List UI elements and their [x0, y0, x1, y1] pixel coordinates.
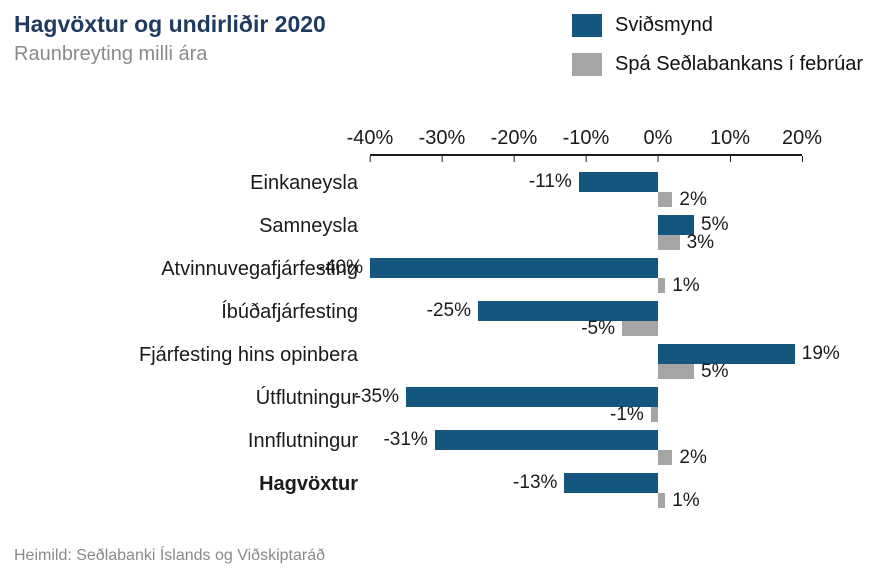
- value-label: -5%: [581, 318, 615, 339]
- value-label: 3%: [686, 232, 715, 253]
- legend-label: Spá Seðlabankans í febrúar: [615, 53, 863, 75]
- axis-tick-mark: [585, 156, 587, 162]
- category-label: Atvinnuvegafjárfesting: [161, 258, 358, 280]
- axis-tick-mark: [513, 156, 515, 162]
- chart-row: Atvinnuvegafjárfesting -40% 1%: [14, 256, 867, 299]
- x-axis: -40% -30% -20% -10% 0% 10% 20%: [347, 126, 822, 162]
- value-label: -1%: [610, 404, 644, 425]
- bar-series-1: [657, 493, 666, 508]
- chart-row: Einkaneysla -11% 2%: [14, 170, 867, 213]
- value-label: -11%: [528, 171, 572, 192]
- title-block: Hagvöxtur og undirliðir 2020 Raunbreytin…: [14, 10, 326, 66]
- chart-row: Hagvöxtur -13% 1%: [14, 471, 867, 514]
- chart-row: Innflutningur -31% 2%: [14, 428, 867, 471]
- axis-tick-mark: [802, 156, 803, 162]
- axis-tick: 0%: [643, 126, 673, 162]
- bar-series-1: [657, 450, 673, 465]
- bar-series-0: [578, 172, 658, 192]
- axis-tick-label: 10%: [709, 127, 751, 149]
- axis-tick: 10%: [710, 126, 750, 162]
- bar-series-1: [657, 192, 673, 207]
- bar-series-0: [370, 258, 658, 278]
- chart-row: Íbúðafjárfesting -25% -5%: [14, 299, 867, 342]
- bar-series-0: [478, 301, 658, 321]
- value-label: 5%: [701, 361, 729, 382]
- category-label: Útflutningur: [255, 387, 358, 409]
- axis-tick: -20%: [490, 126, 538, 162]
- bar-series-1: [657, 364, 694, 379]
- value-label: -13%: [513, 472, 558, 493]
- plot-area: 5% 3%: [370, 213, 802, 256]
- category-label: Fjárfesting hins opinbera: [138, 344, 358, 366]
- bar-series-1: [622, 321, 658, 336]
- bar-series-0: [657, 215, 694, 235]
- value-label: 1%: [672, 275, 700, 296]
- chart-row: Útflutningur -35% -1%: [14, 385, 867, 428]
- axis-tick-label: -30%: [418, 127, 466, 149]
- bar-series-0: [405, 387, 658, 407]
- plot-area: -25% -5%: [370, 299, 802, 342]
- legend-label: Sviðsmynd: [615, 14, 713, 36]
- value-label: -35%: [354, 386, 400, 407]
- plot-area: -40% 1%: [319, 256, 802, 299]
- value-label: 2%: [679, 189, 707, 210]
- bar-series-0: [657, 344, 795, 364]
- axis-tick: -30%: [418, 126, 466, 162]
- axis-tick-label: -10%: [562, 127, 610, 149]
- category-label: Innflutningur: [247, 430, 358, 452]
- x-axis-row: -40% -30% -20% -10% 0% 10% 20%: [14, 126, 867, 162]
- axis-tick: 20%: [782, 126, 822, 162]
- value-label: 5%: [701, 214, 729, 235]
- value-label: 19%: [801, 343, 840, 364]
- category-label: Íbúðafjárfesting: [221, 301, 358, 323]
- chart-row: Fjárfesting hins opinbera 19% 5%: [14, 342, 867, 385]
- axis-tick: -40%: [346, 126, 394, 162]
- category-label: Hagvöxtur: [259, 473, 358, 495]
- chart-header: Hagvöxtur og undirliðir 2020 Raunbreytin…: [14, 10, 867, 76]
- legend-swatch-icon: [572, 53, 603, 76]
- value-label: -40%: [318, 257, 363, 278]
- bar-series-1: [657, 235, 680, 250]
- value-label: 2%: [679, 447, 707, 468]
- page-subtitle: Raunbreyting milli ára: [14, 43, 208, 65]
- x-axis-line: [370, 154, 802, 156]
- page-title: Hagvöxtur og undirliðir 2020: [14, 11, 326, 37]
- value-label: -31%: [383, 429, 428, 450]
- bar-series-1: [657, 278, 666, 293]
- axis-tick-label: 20%: [781, 127, 823, 149]
- category-label: Samneysla: [259, 215, 358, 237]
- value-label: 1%: [672, 490, 700, 511]
- axis-tick-label: -20%: [490, 127, 538, 149]
- category-label: Einkaneysla: [250, 172, 358, 194]
- legend-swatch-icon: [572, 14, 603, 37]
- legend: Sviðsmynd Spá Seðlabankans í febrúar: [572, 10, 867, 76]
- bar-series-0: [564, 473, 658, 493]
- bar-chart-body: Einkaneysla -11% 2% Samneysla 5% 3% Atvinnuveg…: [14, 170, 867, 514]
- axis-tick-mark: [441, 156, 443, 162]
- plot-area: -35% -1%: [355, 385, 802, 428]
- source-note: Heimild: Seðlabanki Íslands og Viðskipta…: [14, 547, 325, 564]
- plot-area: -13% 1%: [370, 471, 802, 514]
- axis-tick-mark: [657, 156, 659, 162]
- plot-area: 19% 5%: [370, 342, 840, 385]
- axis-tick-mark: [369, 156, 371, 162]
- axis-tick-label: -40%: [346, 127, 394, 149]
- legend-item-0: Sviðsmynd: [572, 14, 863, 37]
- bar-series-0: [434, 430, 658, 450]
- axis-label-spacer: [14, 126, 370, 162]
- axis-tick-mark: [730, 156, 731, 162]
- plot-area: -31% 2%: [370, 428, 802, 471]
- value-label: -25%: [426, 300, 471, 321]
- legend-item-1: Spá Seðlabankans í febrúar: [572, 53, 863, 76]
- axis-tick-label: 0%: [643, 127, 673, 149]
- plot-area: -11% 2%: [370, 170, 802, 213]
- bar-series-1: [650, 407, 658, 422]
- chart-row: Samneysla 5% 3%: [14, 213, 867, 256]
- axis-tick: -10%: [562, 126, 610, 162]
